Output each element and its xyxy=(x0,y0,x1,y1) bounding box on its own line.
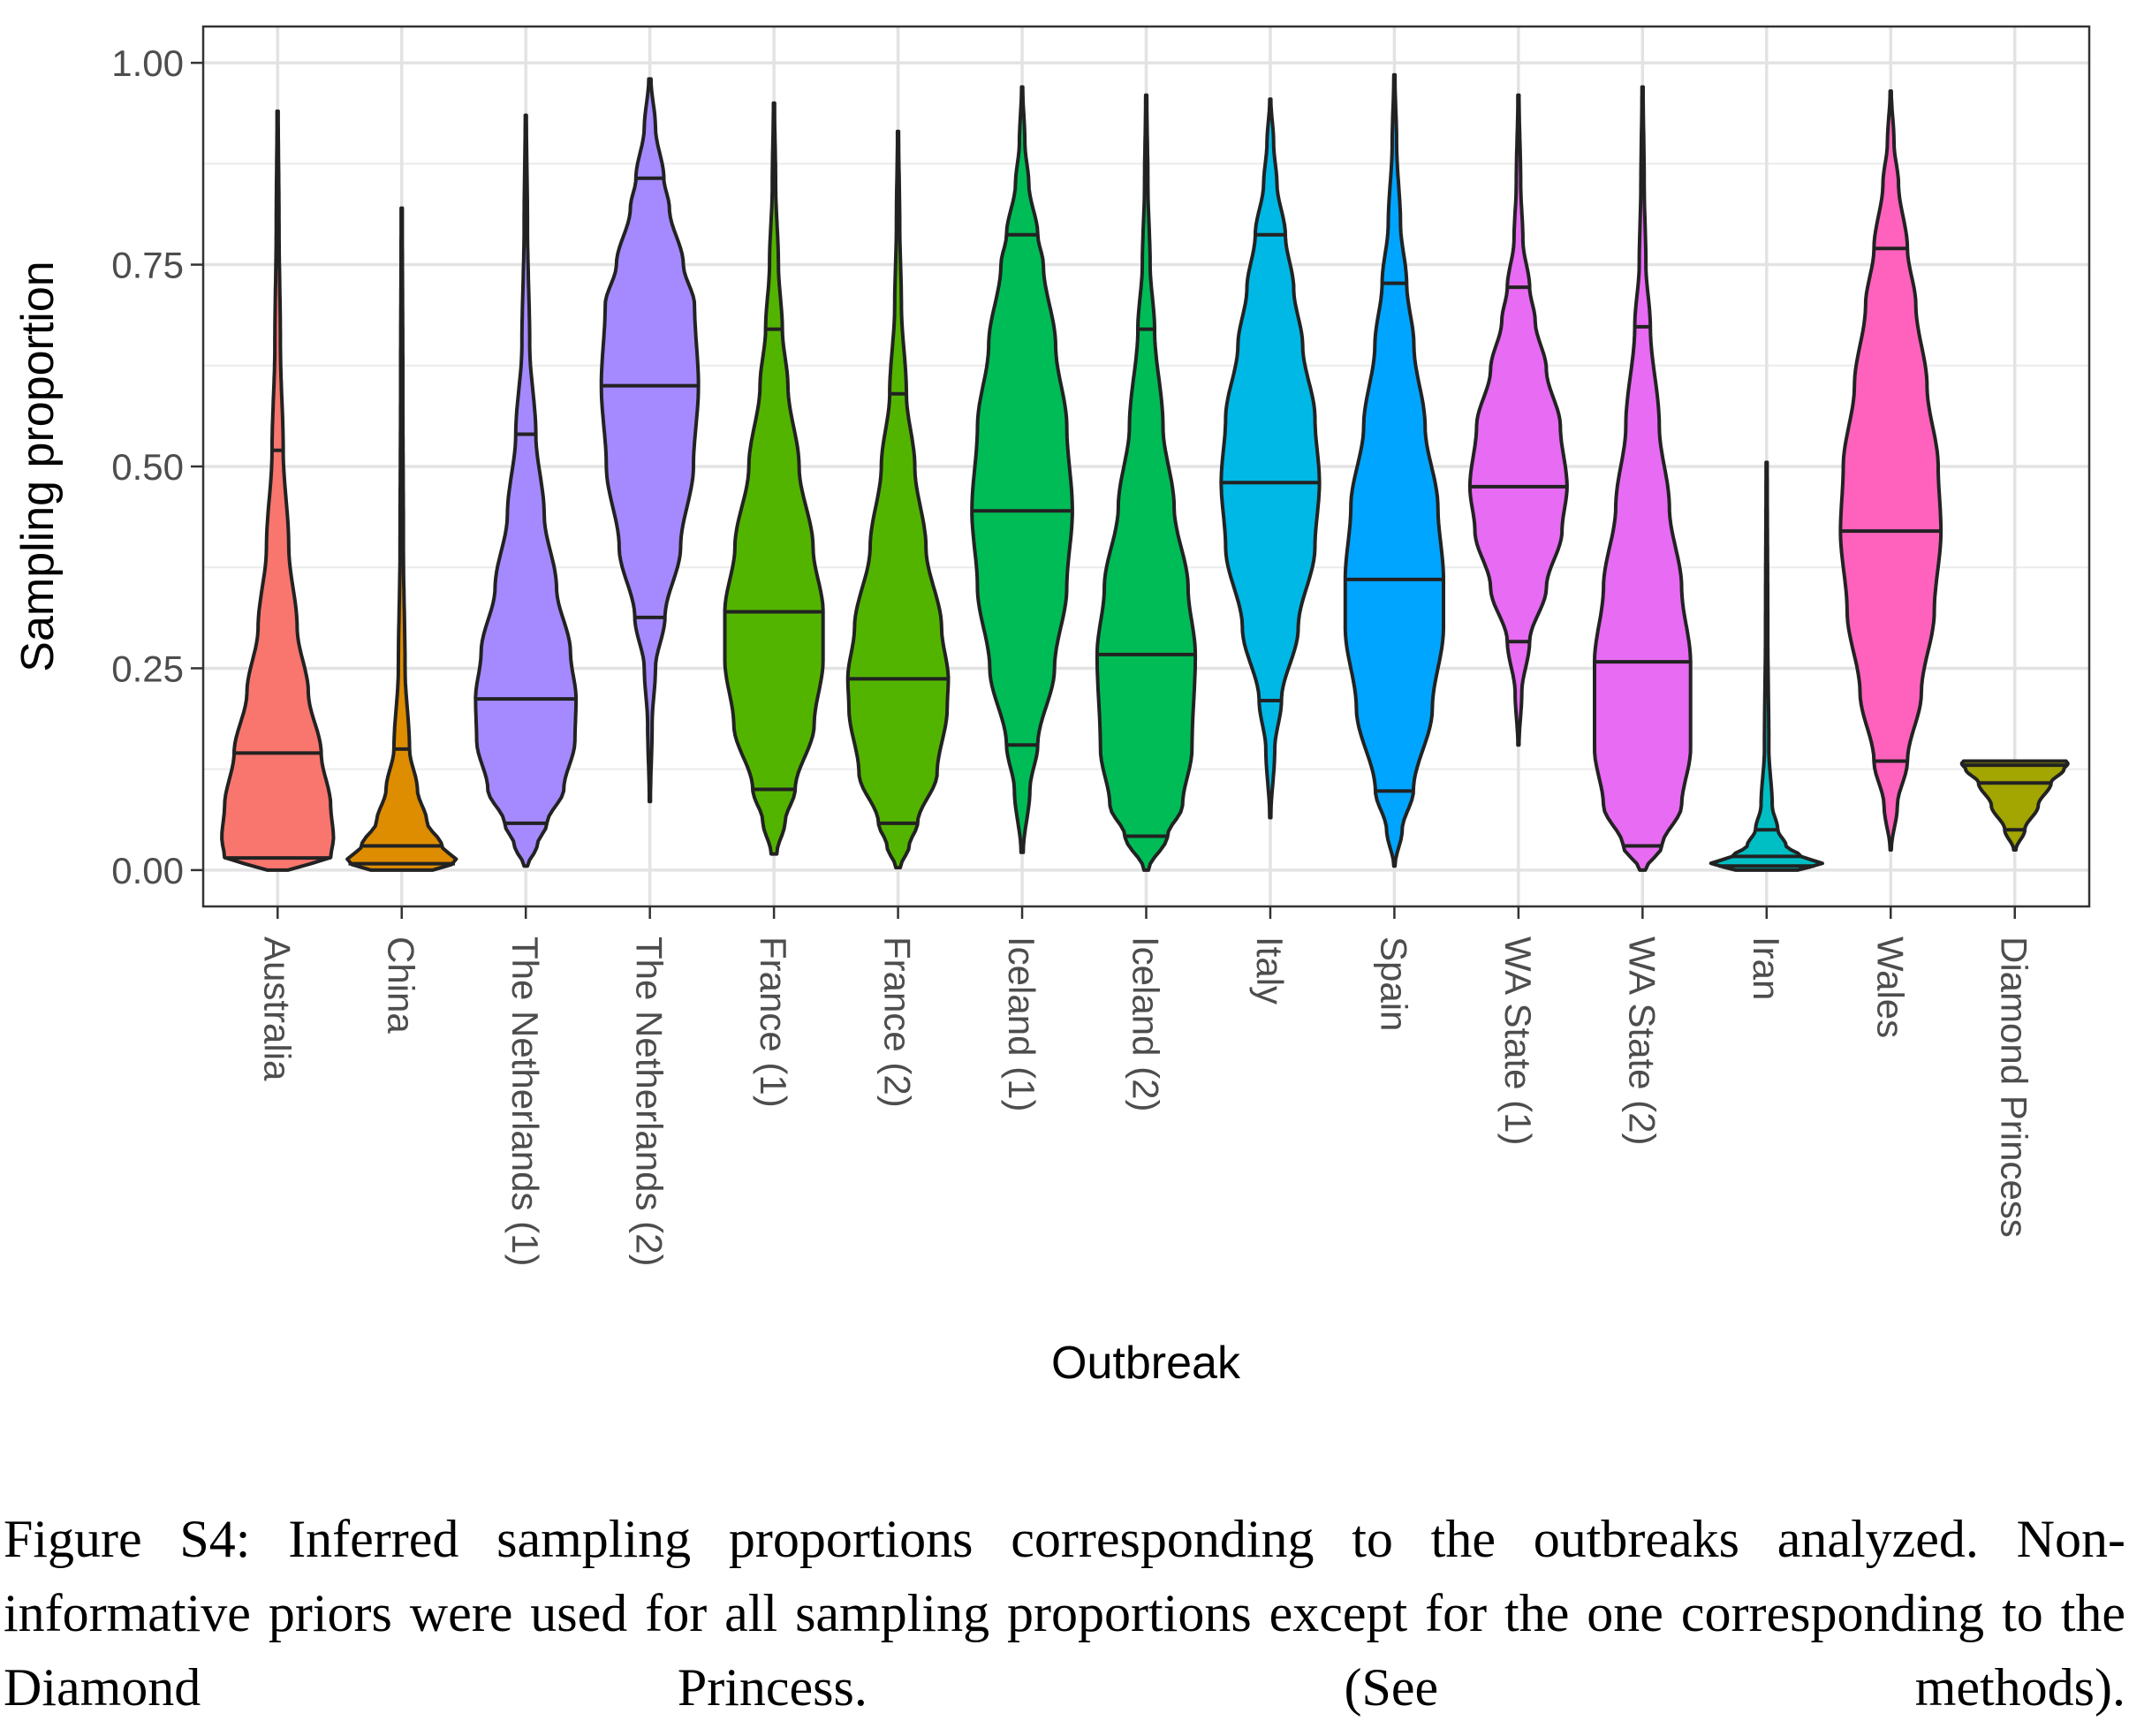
x-axis-title: Outbreak xyxy=(1051,1338,1241,1389)
violin-group xyxy=(1709,460,1824,872)
x-tick-label: China xyxy=(381,936,422,1034)
x-tick-label: Iran xyxy=(1746,936,1787,1000)
violin-group xyxy=(1219,97,1322,820)
x-tick-label: Wales xyxy=(1869,936,1911,1038)
violin-shape xyxy=(220,109,336,872)
x-tick-label: Iceland (2) xyxy=(1125,936,1167,1111)
violin-group xyxy=(220,109,336,872)
x-tick-label: Australia xyxy=(256,936,298,1081)
x-tick-label: Iceland (1) xyxy=(1001,936,1042,1111)
violin-group xyxy=(845,129,951,870)
violin-shape xyxy=(1838,89,1943,853)
violin-group xyxy=(345,206,458,872)
violin-shape xyxy=(1219,97,1322,820)
x-tick-label: France (2) xyxy=(877,936,919,1108)
violin-group xyxy=(474,113,579,868)
x-tick-label: France (1) xyxy=(753,936,794,1108)
violin-group xyxy=(723,101,825,856)
violins xyxy=(220,72,2070,872)
x-axis: Australia China The Netherlands (1) The Net… xyxy=(256,906,2035,1267)
violin-shape xyxy=(1467,93,1569,747)
violin-shape xyxy=(1343,72,1445,868)
y-tick-label: 0.50 xyxy=(111,446,184,488)
violin-group xyxy=(1343,72,1445,868)
y-tick-label: 0.75 xyxy=(111,245,184,286)
violin-shape xyxy=(1095,93,1198,872)
x-tick-label: The Netherlands (2) xyxy=(629,936,671,1267)
x-tick-label: Italy xyxy=(1249,936,1291,1004)
x-tick-label: Diamond Princess xyxy=(1994,936,2035,1238)
violin-shape xyxy=(1593,85,1693,872)
y-tick-label: 0.00 xyxy=(111,850,184,891)
violin-group xyxy=(1467,93,1569,747)
y-axis-title: Sampling proportion xyxy=(12,261,64,671)
x-tick-label: Spain xyxy=(1373,936,1414,1031)
violin-shape xyxy=(723,101,825,856)
figure-caption: Figure S4: Inferred sampling proportions… xyxy=(4,1510,2125,1717)
x-tick-label: The Netherlands (1) xyxy=(504,936,546,1267)
y-axis: 0.00 0.25 0.50 0.75 1.00 xyxy=(111,42,203,891)
y-tick-label: 1.00 xyxy=(111,42,184,84)
violin-group xyxy=(1095,93,1198,872)
violin-shape xyxy=(474,113,579,868)
violin-shape xyxy=(345,206,458,872)
violin-group xyxy=(1838,89,1943,853)
violin-group xyxy=(1959,759,2070,853)
x-tick-label: WA State (2) xyxy=(1621,936,1663,1146)
violin-shape xyxy=(845,129,951,870)
y-tick-label: 0.25 xyxy=(111,648,184,689)
x-tick-label: WA State (1) xyxy=(1497,936,1539,1146)
violin-shape xyxy=(1709,460,1824,872)
violin-group xyxy=(1593,85,1693,872)
violin-group xyxy=(599,77,701,804)
violin-shape xyxy=(970,85,1074,854)
violin-group xyxy=(970,85,1074,854)
violin-shape xyxy=(599,77,701,804)
